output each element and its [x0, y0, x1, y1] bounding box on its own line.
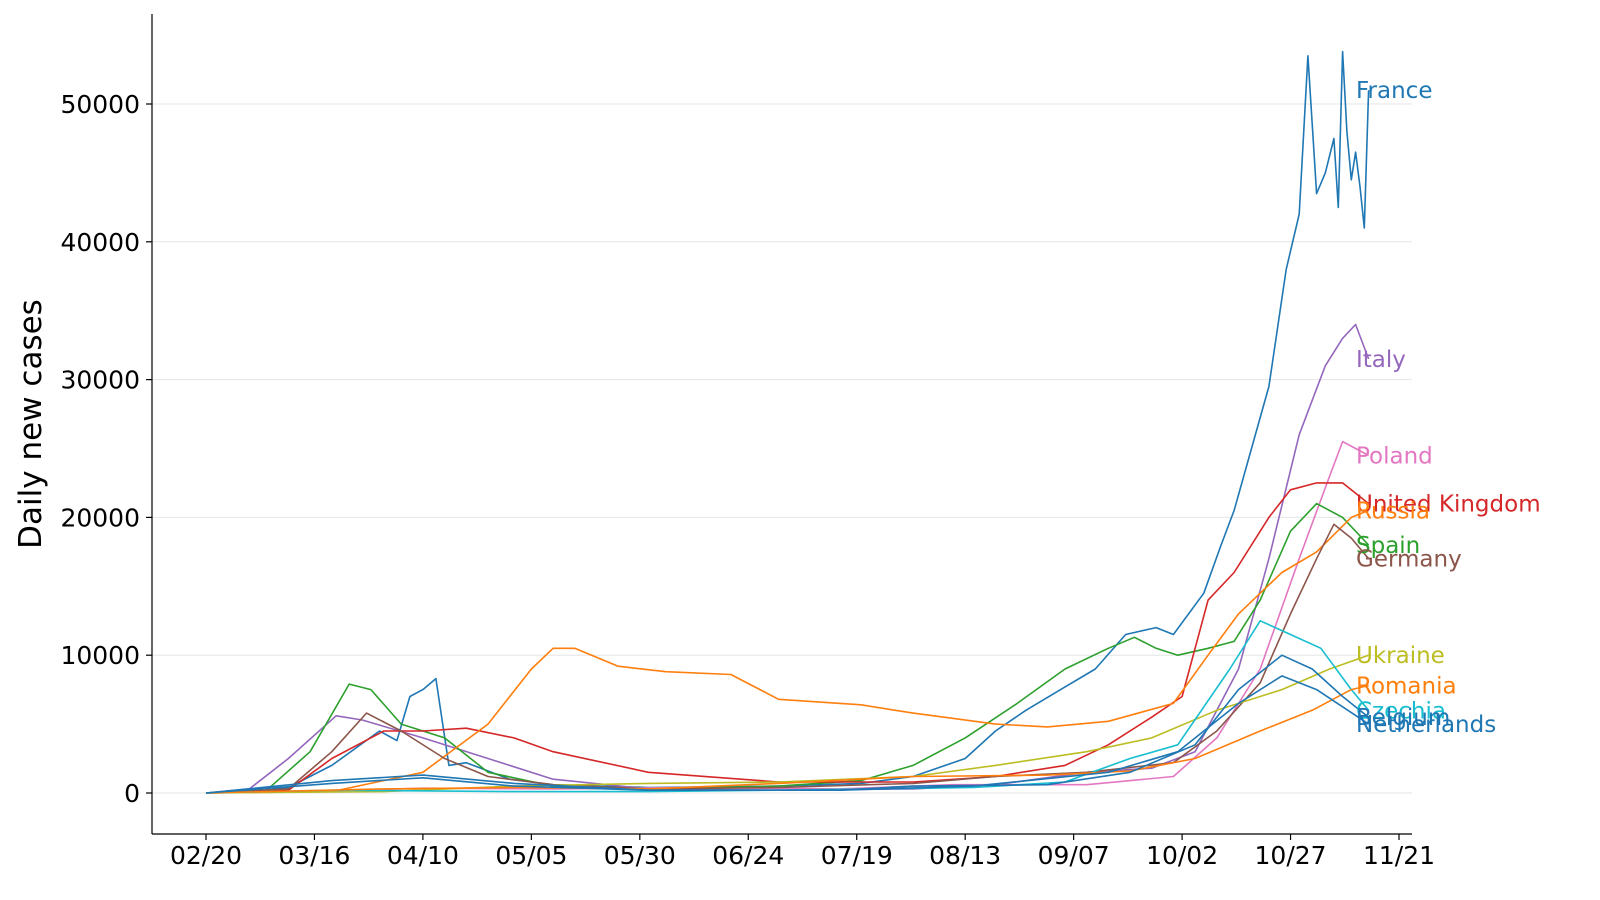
y-tick-label: 30000	[60, 366, 140, 395]
x-tick-label: 02/20	[170, 841, 242, 870]
series-labels: France Italy Poland Spain United KingdomRuss…	[1356, 78, 1541, 738]
series-line-italy	[205, 323, 1370, 794]
series-line-netherlands	[205, 675, 1370, 794]
x-tick-label: 10/02	[1146, 841, 1218, 870]
series-label-germany: Germany	[1356, 547, 1462, 573]
series-line-russia	[205, 509, 1369, 794]
grid-lines	[152, 103, 1412, 794]
series-line-belgium	[205, 654, 1370, 794]
axes	[151, 14, 1412, 835]
series-label-russia: Russia	[1356, 499, 1430, 525]
series-line-ukraine	[205, 654, 1369, 794]
x-tick-label: 10/27	[1255, 841, 1327, 870]
x-tick-label: 09/07	[1038, 841, 1110, 870]
series-label-romania: Romania	[1356, 674, 1457, 700]
y-tick-label: 0	[124, 779, 140, 808]
x-tick-label: 05/30	[604, 841, 676, 870]
series-label-ukraine: Ukraine	[1356, 643, 1445, 669]
series-line-czechia	[205, 620, 1370, 794]
series-lines	[205, 50, 1370, 794]
x-tick-label: 05/05	[495, 841, 567, 870]
x-tick-label: 06/24	[712, 841, 784, 870]
series-label-poland: Poland	[1356, 443, 1433, 469]
y-axis-title: Daily new cases	[13, 299, 49, 549]
x-tick-label: 11/21	[1363, 841, 1435, 870]
x-tick-label: 08/13	[929, 841, 1001, 870]
x-tick-label: 04/10	[387, 841, 459, 870]
series-line-united-kingdom	[205, 482, 1370, 794]
series-line-romania	[205, 684, 1369, 794]
x-tick-label: 03/16	[278, 841, 350, 870]
y-tick-label: 20000	[60, 503, 140, 532]
series-label-belgium: Belgium	[1356, 705, 1450, 731]
y-axis-ticks: 0 10000 20000 30000 40000 50000	[60, 90, 152, 808]
series-line-spain	[205, 502, 1370, 794]
y-tick-label: 50000	[60, 90, 140, 119]
series-line-poland	[205, 440, 1369, 794]
series-label-netherlands: Netherlands	[1356, 712, 1496, 738]
series-line-france	[205, 50, 1370, 794]
series-label-france: France	[1356, 78, 1432, 104]
x-tick-label: 07/19	[821, 841, 893, 870]
series-label-czechia: Czechia	[1356, 698, 1446, 724]
series-label-spain: Spain	[1356, 533, 1420, 559]
series-line-germany	[205, 523, 1370, 794]
series-label-united-kingdom: United Kingdom	[1356, 492, 1541, 518]
x-axis-ticks: 02/20 03/16 04/10 05/05 05/30 06/24 07/19 08/13…	[170, 834, 1435, 870]
y-tick-label: 10000	[60, 641, 140, 670]
series-label-italy: Italy	[1356, 347, 1406, 373]
y-tick-label: 40000	[60, 228, 140, 257]
